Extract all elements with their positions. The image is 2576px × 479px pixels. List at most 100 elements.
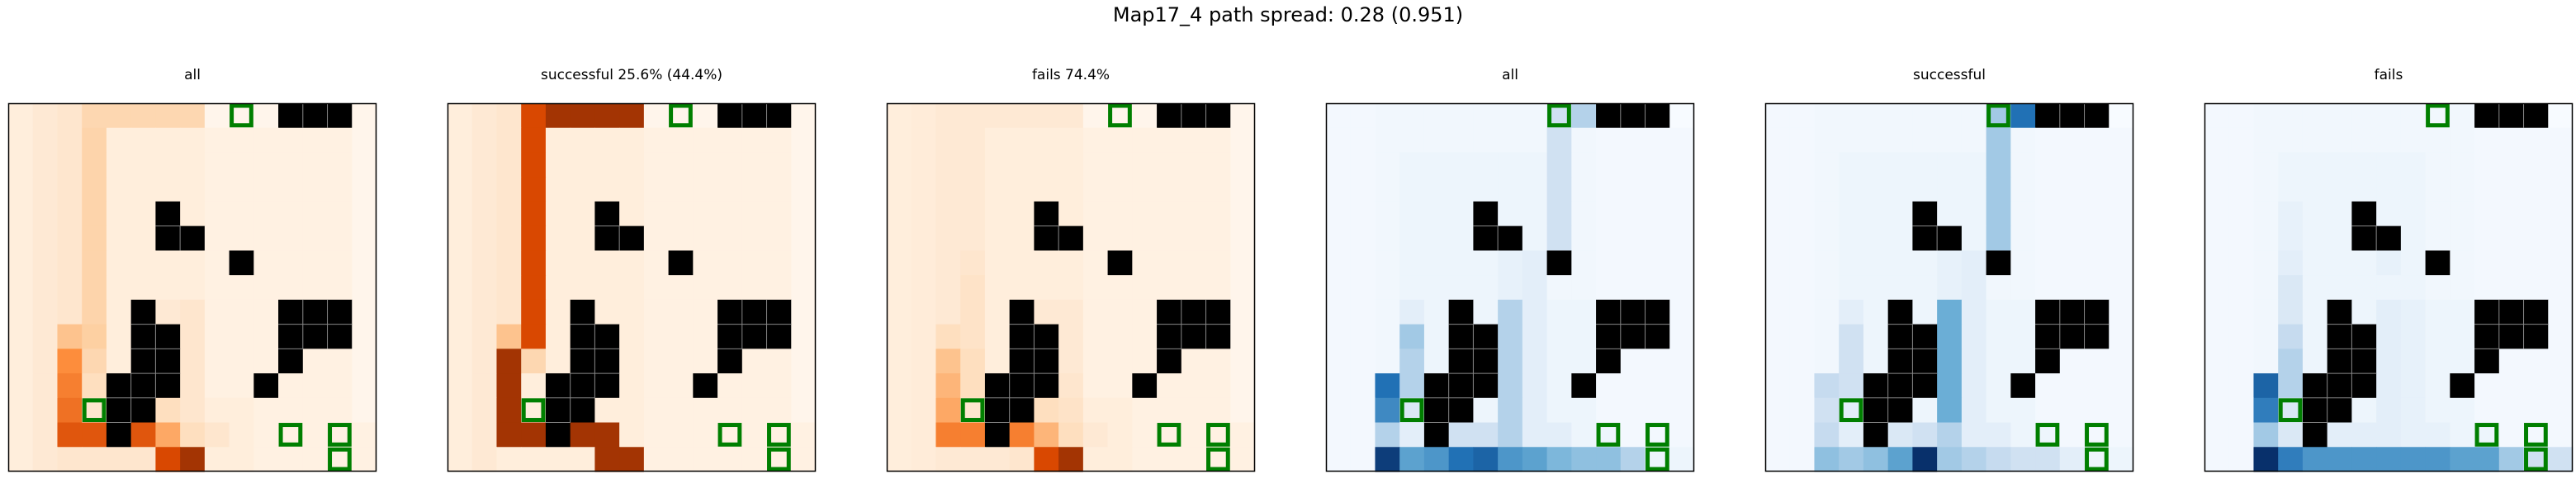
heatmap-cell (32, 349, 58, 374)
heatmap-cell (1839, 422, 1864, 448)
heatmap-cell (2253, 152, 2279, 178)
heatmap-cell (1546, 299, 1572, 325)
goal-marker (1646, 447, 1669, 472)
heatmap-cell (471, 447, 497, 472)
heatmap-cell (2109, 152, 2134, 178)
heatmap-cell (2204, 127, 2230, 153)
obstacle-cell (2351, 201, 2377, 227)
heatmap-cell (352, 127, 377, 153)
heatmap-cell (2548, 422, 2574, 448)
heatmap-cell (2498, 225, 2525, 251)
heatmap-cell (1423, 152, 1450, 178)
obstacle-cell (1009, 349, 1035, 374)
heatmap-cell (2228, 447, 2254, 472)
obstacle-cell (1912, 349, 1938, 374)
heatmap-cell (1132, 349, 1158, 374)
heatmap-cell (180, 275, 206, 301)
heatmap-cell (2400, 275, 2427, 301)
heatmap-cell (130, 127, 156, 153)
heatmap-cell (693, 250, 718, 276)
obstacle-cell (2302, 397, 2328, 424)
obstacle-cell (1887, 373, 1913, 399)
obstacle-cell (2327, 299, 2352, 325)
heatmap-cell (1058, 349, 1084, 374)
heatmap-cell (1009, 225, 1035, 251)
heatmap-cell (984, 177, 1011, 202)
heatmap-cell (1448, 201, 1474, 227)
obstacle-cell (155, 349, 181, 374)
heatmap-cell (1571, 201, 1597, 227)
heatmap-cell (1620, 127, 1646, 153)
heatmap-cell (327, 225, 353, 251)
heatmap-cell (1814, 349, 1840, 374)
heatmap-cell (2109, 397, 2134, 424)
obstacle-cell (1912, 225, 1938, 251)
heatmap-cell (447, 250, 473, 276)
heatmap-cell (2253, 349, 2279, 374)
heatmap-cell (766, 349, 792, 374)
heatmap-cell (643, 422, 670, 448)
heatmap-cell (1887, 127, 1913, 153)
heatmap-cell (2035, 225, 2061, 251)
heatmap-cell (2376, 324, 2402, 349)
heatmap-cell (935, 250, 961, 276)
heatmap-cell (352, 152, 377, 178)
heatmap-cell (106, 177, 132, 202)
heatmap-cell (57, 275, 83, 301)
heatmap-cell (668, 349, 694, 374)
heatmap-cell (1863, 152, 1889, 178)
obstacle-cell (2474, 349, 2500, 374)
heatmap-cell (1498, 177, 1523, 202)
heatmap-cell (229, 373, 254, 399)
goal-marker (1547, 103, 1571, 128)
heatmap-cell (1839, 177, 1864, 202)
heatmap-cell (545, 152, 571, 178)
heatmap-cell (32, 127, 58, 153)
heatmap-cell (2278, 250, 2304, 276)
heatmap-cell (2523, 127, 2549, 153)
obstacle-cell (1132, 373, 1158, 399)
heatmap-cell (1620, 397, 1646, 424)
heatmap-cell (1375, 299, 1400, 325)
heatmap-cell (327, 127, 353, 153)
obstacle-cell (766, 299, 792, 325)
heatmap-cell (302, 250, 329, 276)
heatmap-cell (2498, 127, 2525, 153)
obstacle-cell (2035, 324, 2061, 349)
heatmap-fails-oranges (886, 102, 1256, 472)
heatmap-cell (668, 152, 694, 178)
heatmap-cell (2450, 349, 2475, 374)
heatmap-cell (1789, 152, 1815, 178)
heatmap-cell (1620, 349, 1646, 374)
heatmap-cell (1789, 373, 1815, 399)
heatmap-cell (2084, 275, 2110, 301)
heatmap-cell (2351, 152, 2377, 178)
heatmap-cell (1789, 250, 1815, 276)
heatmap-cell (8, 225, 34, 251)
heatmap-cell (887, 373, 912, 399)
heatmap-cell (278, 177, 304, 202)
heatmap-cell (2010, 349, 2036, 374)
obstacle-cell (278, 299, 304, 325)
heatmap-cell (887, 103, 912, 129)
heatmap-cell (2548, 324, 2574, 349)
obstacle-cell (766, 103, 792, 129)
goal-marker (521, 398, 546, 423)
heatmap-cell (1107, 447, 1133, 472)
heatmap-cell (960, 250, 986, 276)
heatmap-cell (693, 397, 718, 424)
heatmap-cell (1498, 447, 1523, 472)
heatmap-cell (2084, 250, 2110, 276)
obstacle-cell (2376, 225, 2402, 251)
heatmap-cell (1620, 250, 1646, 276)
heatmap-cell (1937, 422, 1963, 448)
heatmap-cell (1181, 422, 1207, 448)
heatmap-cell (693, 225, 718, 251)
heatmap-cell (1107, 225, 1133, 251)
obstacle-cell (327, 299, 353, 325)
heatmap-cell (960, 152, 986, 178)
heatmap-cell (545, 127, 571, 153)
obstacle-cell (570, 299, 595, 325)
heatmap-cell (32, 152, 58, 178)
heatmap-cell (2351, 250, 2377, 276)
